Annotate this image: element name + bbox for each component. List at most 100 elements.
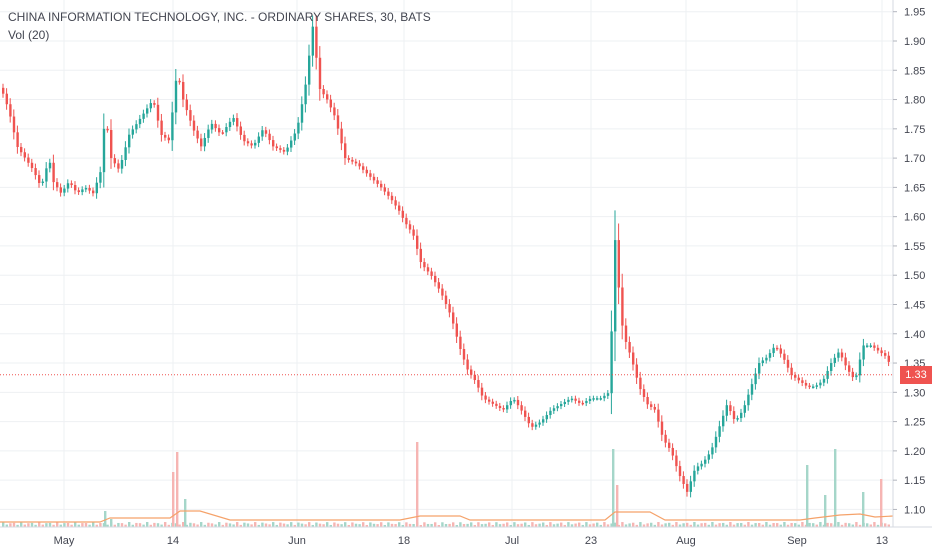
- volume-bar: [149, 524, 152, 527]
- candle-body: [758, 363, 761, 374]
- volume-bar: [646, 523, 649, 527]
- volume-bar: [70, 524, 73, 527]
- volume-bar: [27, 523, 30, 527]
- candle-body: [642, 389, 646, 398]
- candle-body: [700, 463, 703, 467]
- price-tick-label: 1.40: [904, 329, 925, 341]
- candle-body: [264, 130, 268, 134]
- candle-body: [815, 385, 818, 387]
- volume-bar: [840, 524, 844, 527]
- volume-bar: [293, 524, 296, 527]
- volume-bar: [120, 523, 124, 527]
- volume-bar: [876, 524, 880, 527]
- volume-bar: [660, 524, 664, 527]
- volume-bar: [628, 523, 631, 527]
- volume-bar: [632, 522, 635, 527]
- volume-bar: [236, 522, 239, 527]
- volume-bar: [592, 523, 595, 527]
- volume-bar: [794, 523, 797, 527]
- volume-bar: [689, 524, 692, 527]
- symbol-title[interactable]: CHINA INFORMATION TECHNOLOGY, INC. - ORD…: [8, 10, 431, 24]
- volume-bar: [484, 523, 487, 527]
- candle-body: [164, 134, 167, 138]
- candle-body: [372, 176, 376, 181]
- volume-bar: [254, 522, 257, 527]
- volume-bar: [664, 523, 667, 527]
- volume-bar: [588, 524, 592, 527]
- volume-bar: [184, 499, 187, 527]
- candle-body: [45, 168, 48, 182]
- candle-body: [48, 162, 52, 169]
- volume-bar: [585, 522, 588, 527]
- candle-body: [696, 466, 700, 471]
- volume-bar: [437, 524, 440, 527]
- volume-bar: [41, 524, 44, 527]
- candle-body: [412, 229, 415, 236]
- price-tick-label: 1.20: [904, 446, 925, 458]
- volume-bar: [806, 465, 809, 527]
- candle-body: [880, 350, 883, 354]
- volume-bar: [398, 522, 401, 527]
- volume-bar: [45, 523, 48, 527]
- candle-body: [387, 191, 390, 196]
- candle-body: [498, 405, 502, 409]
- candle-body: [761, 360, 764, 364]
- candle-body: [819, 382, 822, 386]
- candle-body: [196, 130, 199, 139]
- candle-body: [160, 120, 163, 135]
- candle-body: [477, 380, 480, 388]
- candle-body: [653, 406, 656, 410]
- candle-body: [567, 399, 570, 402]
- volume-bar: [2, 522, 5, 527]
- candle-body: [772, 347, 775, 354]
- volume-bar: [675, 522, 678, 527]
- candle-body: [398, 205, 401, 211]
- candle-body: [261, 130, 264, 137]
- candle-body: [718, 426, 721, 437]
- volume-bar: [286, 524, 289, 527]
- candle-body: [189, 110, 192, 121]
- volume-indicator-label[interactable]: Vol (20): [8, 28, 50, 42]
- candle-body: [520, 405, 523, 411]
- volume-bar: [506, 522, 509, 527]
- time-tick-label: May: [54, 535, 75, 547]
- volume-bar: [542, 522, 545, 527]
- candle-body: [524, 410, 527, 417]
- candle-body: [308, 55, 311, 85]
- candle-body: [63, 188, 66, 193]
- volume-bar: [138, 523, 142, 527]
- volume-bar: [834, 449, 837, 527]
- time-axis[interactable]: May 14 Jun 18 Jul 23 Aug Sep 13: [54, 535, 889, 547]
- volume-bar: [459, 522, 462, 527]
- candle-body: [848, 365, 851, 372]
- volume-bar: [808, 522, 811, 527]
- volume-bar: [153, 522, 156, 527]
- volume-bar: [880, 479, 883, 527]
- candle-body: [117, 163, 120, 169]
- candle-body: [884, 353, 887, 356]
- volume-bar: [228, 523, 232, 527]
- volume-bar: [351, 522, 354, 527]
- volume-bar: [12, 522, 16, 527]
- volume-bar: [434, 522, 437, 527]
- candle-body: [581, 402, 584, 405]
- time-tick-label: 13: [876, 535, 888, 547]
- volume-bar: [95, 524, 98, 527]
- volume-bar: [354, 523, 358, 527]
- candle-body: [257, 136, 260, 143]
- candle-body: [624, 325, 628, 342]
- volume-bar: [578, 522, 581, 527]
- candle-body: [714, 436, 718, 448]
- candle-body: [797, 377, 800, 381]
- candle-body: [830, 363, 833, 371]
- volume-bar: [304, 524, 307, 527]
- volume-bar: [59, 524, 62, 527]
- candle-body: [419, 248, 422, 263]
- volume-bar: [387, 522, 390, 527]
- candle-body: [34, 168, 37, 176]
- price-tick-label: 1.55: [904, 241, 925, 253]
- candle-body: [822, 378, 826, 383]
- price-tick-label: 1.10: [904, 504, 925, 516]
- candle-body: [344, 143, 347, 159]
